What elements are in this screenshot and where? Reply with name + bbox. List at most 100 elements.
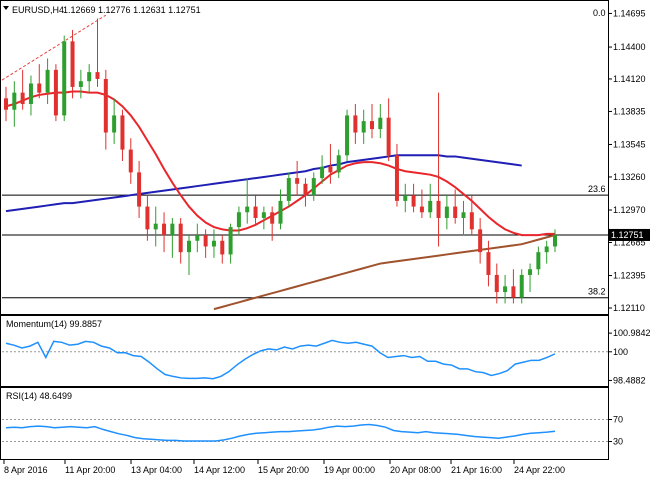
candle-body [428, 200, 433, 213]
x-tick-label: 13 Apr 04:00 [131, 465, 182, 475]
current-price-badge [609, 228, 650, 241]
candle-body [95, 72, 100, 79]
fib-level-label: 38.2 [588, 287, 606, 297]
ohlc-readout: 1.12669 1.12776 1.12631 1.12751 [63, 5, 201, 15]
candle-body [20, 92, 25, 105]
momentum-tick-label: 100 [613, 347, 628, 357]
candle-body [128, 149, 133, 173]
ma-slow-line [213, 234, 556, 311]
candle-body [187, 240, 191, 253]
candle-body [320, 166, 325, 179]
candle-body [461, 212, 466, 218]
candle-body [436, 200, 441, 218]
momentum-panel-frame [0, 315, 609, 387]
candle-body [553, 235, 557, 247]
candle-body [444, 206, 449, 218]
momentum-label: Momentum(14) 99.8857 [6, 319, 102, 329]
candle-body [286, 178, 291, 201]
candle-body [195, 235, 200, 241]
candle-body [211, 240, 216, 247]
candle-body [336, 155, 341, 173]
current-price-label: 1.12751 [611, 230, 644, 240]
candle-body [220, 240, 225, 255]
header-right-value: 0.0 [593, 8, 606, 18]
candle-body [328, 166, 333, 173]
candle-body [78, 81, 83, 87]
fib-level-label: 23.6 [588, 184, 606, 194]
x-tick-label: 21 Apr 16:00 [451, 465, 502, 475]
rsi-tick-label: 30 [613, 437, 623, 447]
x-tick-label: 14 Apr 12:00 [194, 465, 245, 475]
candle-body [295, 178, 300, 184]
candle-body [378, 117, 383, 130]
candle-body [62, 41, 67, 116]
candle-body [353, 115, 358, 133]
price-tick-label: 1.12685 [613, 237, 646, 247]
candle-body [162, 223, 167, 236]
dropdown-triangle-icon[interactable] [3, 6, 9, 10]
rsi-panel-frame [0, 387, 609, 460]
candle-body [170, 223, 175, 236]
candle-body [87, 72, 92, 82]
candle-body [544, 246, 549, 253]
candle-body [536, 252, 541, 270]
candle-body [28, 83, 33, 105]
candle-body [45, 69, 50, 93]
candle-body [411, 195, 416, 207]
rsi-line [5, 423, 556, 442]
candle-body [511, 286, 516, 298]
price-tick-label: 1.13835 [613, 106, 646, 116]
candle-body [261, 212, 266, 218]
x-tick-label: 20 Apr 08:00 [390, 465, 441, 475]
candle-body [12, 92, 17, 110]
candle-body [103, 78, 108, 133]
price-panel-frame [0, 0, 609, 315]
candle-body [245, 206, 250, 213]
candle-body [112, 115, 117, 133]
candle-body [469, 212, 474, 230]
price-tick-label: 1.12110 [613, 303, 645, 313]
symbol-label: EURUSD,H4 [12, 5, 64, 15]
candle-body [120, 115, 125, 150]
candle-body [419, 206, 424, 213]
candle-body [311, 178, 316, 196]
candle-body [361, 121, 366, 133]
price-tick-label: 1.12970 [613, 205, 646, 215]
candle-body [228, 227, 233, 255]
candle-body [528, 269, 533, 275]
x-tick-label: 19 Apr 00:00 [324, 465, 375, 475]
candle-body [70, 41, 75, 87]
candle-body [4, 98, 8, 110]
candle-body [345, 115, 350, 156]
candle-body [478, 229, 483, 253]
candle-body [386, 117, 391, 156]
candle-body [145, 206, 150, 230]
candle-body [37, 83, 42, 93]
candle-body [403, 195, 408, 201]
candle-body [494, 274, 499, 293]
candle-body [178, 223, 183, 253]
x-tick-label: 8 Apr 2016 [4, 465, 48, 475]
momentum-tick-label: 100.9842 [613, 328, 650, 338]
candle-body [253, 206, 258, 218]
candle-body [486, 252, 491, 275]
candle-body [370, 121, 374, 130]
candle-body [203, 235, 208, 247]
candle-body [278, 200, 283, 224]
candle-body [137, 172, 142, 207]
momentum-line [5, 339, 556, 380]
price-tick-label: 1.13545 [613, 139, 646, 149]
candle-body [236, 212, 241, 228]
price-tick-label: 1.14120 [613, 74, 646, 84]
x-tick-label: 24 Apr 22:00 [514, 465, 565, 475]
price-tick-label: 1.12395 [613, 271, 646, 281]
x-tick-label: 11 Apr 20:00 [65, 465, 115, 475]
rsi-label: RSI(14) 48.6499 [6, 391, 72, 401]
candle-body [153, 223, 158, 230]
candle-body [270, 212, 275, 224]
candle-body [394, 155, 399, 201]
candle-body [503, 286, 508, 293]
momentum-tick-label: 98.4882 [613, 375, 646, 385]
candle-body [519, 274, 524, 298]
